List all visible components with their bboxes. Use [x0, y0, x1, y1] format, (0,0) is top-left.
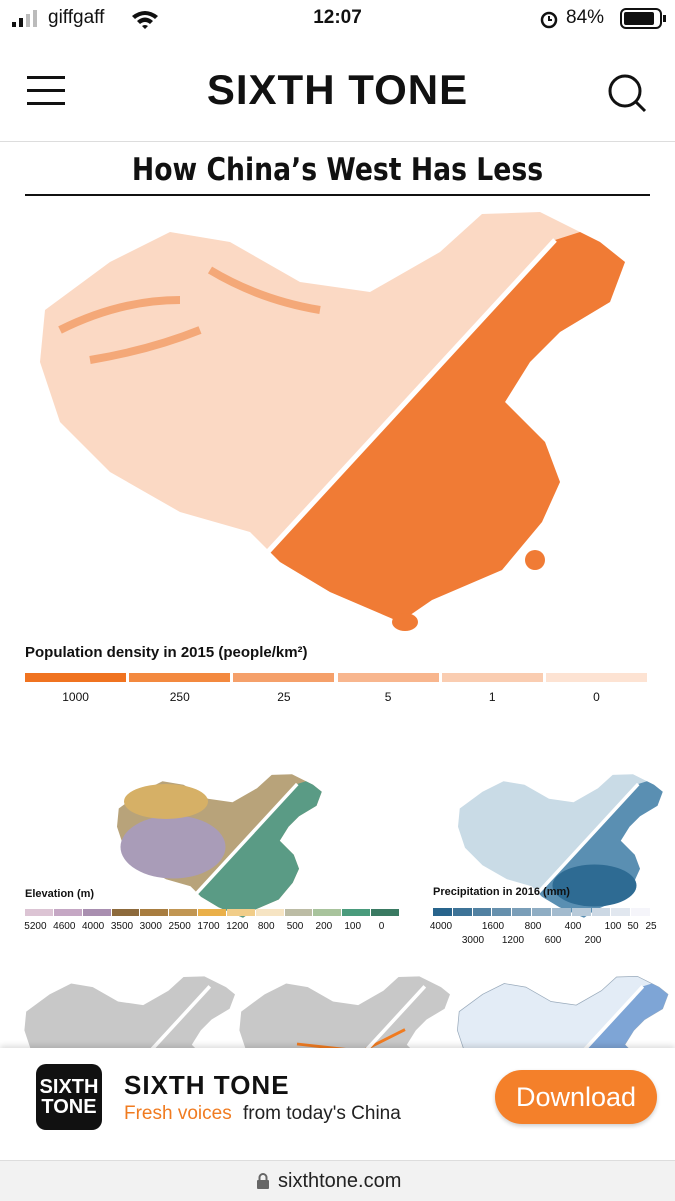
legend-swatch — [433, 908, 452, 916]
legend-swatch — [371, 909, 399, 916]
population-map — [40, 212, 625, 631]
signal-icon — [12, 10, 37, 27]
legend-label: 5200 — [24, 921, 47, 932]
legend-swatch — [571, 908, 591, 916]
wifi-icon — [132, 11, 158, 29]
legend-label: 1 — [488, 690, 496, 704]
legend-label: 100 — [344, 921, 362, 932]
legend-label: 1000 — [62, 690, 89, 704]
legend-label: 2500 — [168, 921, 191, 932]
legend-swatch — [53, 909, 82, 916]
population-legend-title: Population density in 2015 (people/km²) — [25, 644, 308, 661]
legend-label: 1200 — [501, 935, 525, 946]
elevation-map — [117, 774, 322, 918]
app-tagline: from today's China — [243, 1103, 401, 1124]
app-tagline-highlight: Fresh voices — [124, 1103, 232, 1124]
legend-swatch — [532, 908, 551, 916]
legend-swatch — [591, 908, 611, 916]
precipitation-map — [458, 774, 663, 918]
time: 12:07 — [313, 7, 362, 28]
battery-percent: 84% — [566, 7, 605, 28]
legend-swatch — [169, 909, 198, 916]
legend-swatch — [551, 908, 571, 916]
legend-label: 250 — [169, 690, 190, 704]
legend-swatch — [441, 673, 543, 682]
legend-swatch — [472, 908, 492, 916]
legend-swatch — [25, 909, 53, 916]
income-map — [457, 975, 669, 1048]
legend-label: 600 — [544, 935, 562, 946]
app-icon-line1: SIXTH — [39, 1076, 99, 1098]
url-text[interactable]: sixthtone.com — [278, 1170, 402, 1192]
legend-swatch — [313, 909, 342, 916]
header-border — [0, 141, 675, 142]
legend-swatch — [512, 908, 532, 916]
legend-label: 3000 — [461, 935, 485, 946]
app-icon: SIXTH TONE — [36, 1064, 102, 1130]
legend-label: 0 — [378, 921, 385, 932]
menu-button[interactable] — [27, 74, 67, 108]
legend-label: 200 — [584, 935, 602, 946]
legend-swatch — [337, 673, 439, 682]
legend-label: 3000 — [139, 921, 162, 932]
railway-map — [239, 976, 450, 1048]
download-button[interactable]: Download — [495, 1070, 657, 1124]
legend-label: 50 — [627, 921, 639, 932]
legend-label: 200 — [315, 921, 333, 932]
legend-swatch — [452, 908, 472, 916]
map-graphics — [24, 212, 669, 1048]
legend-swatch — [611, 908, 631, 916]
lock-icon — [257, 1173, 269, 1189]
legend-swatch — [25, 673, 127, 682]
carrier: giffgaff — [48, 7, 105, 28]
legend-swatch — [492, 908, 512, 916]
legend-swatch — [233, 673, 335, 682]
legend-swatch — [342, 909, 371, 916]
legend-swatch — [226, 909, 255, 916]
legend-label: 0 — [593, 690, 600, 704]
legend-swatch — [284, 909, 313, 916]
legend-label: 4600 — [53, 921, 76, 932]
legend-swatch — [545, 673, 647, 682]
title-rule — [25, 194, 650, 196]
legend-label: 500 — [286, 921, 304, 932]
article-title: How China’s West Has Less — [131, 152, 544, 188]
cities-map — [24, 976, 236, 1048]
legend-label: 1700 — [197, 921, 220, 932]
elevation-legend-title: Elevation (m) — [25, 888, 95, 900]
population-legend: 1000 250 25 5 1 0 — [25, 673, 650, 713]
legend-label: 1600 — [481, 921, 505, 932]
legend-label: 5 — [384, 690, 392, 704]
legend-swatch — [140, 909, 169, 916]
app-banner: SIXTH TONE SIXTH TONE Fresh voices from … — [0, 1048, 675, 1160]
legend-label: 100 — [604, 921, 622, 932]
legend-label: 800 — [524, 921, 542, 932]
legend-swatch — [111, 909, 140, 916]
legend-swatch — [255, 909, 284, 916]
legend-swatch — [129, 673, 231, 682]
app-name: SIXTH TONE — [124, 1070, 290, 1100]
search-button[interactable] — [606, 72, 648, 114]
legend-swatch — [631, 908, 650, 916]
precipitation-legend: 4000 1600 800 400 100 50 25 3000 1200 600 200 — [430, 908, 657, 953]
legend-swatch — [82, 909, 111, 916]
legend-label: 800 — [257, 921, 275, 932]
legend-label: 400 — [564, 921, 582, 932]
legend-label: 4000 — [81, 921, 105, 932]
elevation-legend: 5200 4600 4000 3500 3000 2500 1700 1200 800 500 20… — [24, 909, 400, 939]
alarm-icon — [540, 11, 558, 29]
url-bar: sixthtone.com — [0, 1160, 675, 1201]
precipitation-legend-title: Precipitation in 2016 (mm) — [433, 886, 570, 898]
legend-label: 3500 — [110, 921, 134, 932]
legend-label: 4000 — [429, 921, 453, 932]
app-icon-line2: TONE — [41, 1096, 97, 1118]
legend-swatch — [198, 909, 226, 916]
legend-label: 25 — [645, 921, 657, 932]
legend-label: 25 — [277, 690, 291, 704]
battery-icon — [620, 8, 666, 29]
legend-label: 1200 — [226, 921, 249, 932]
site-logo[interactable]: SIXTH TONE — [206, 66, 469, 113]
